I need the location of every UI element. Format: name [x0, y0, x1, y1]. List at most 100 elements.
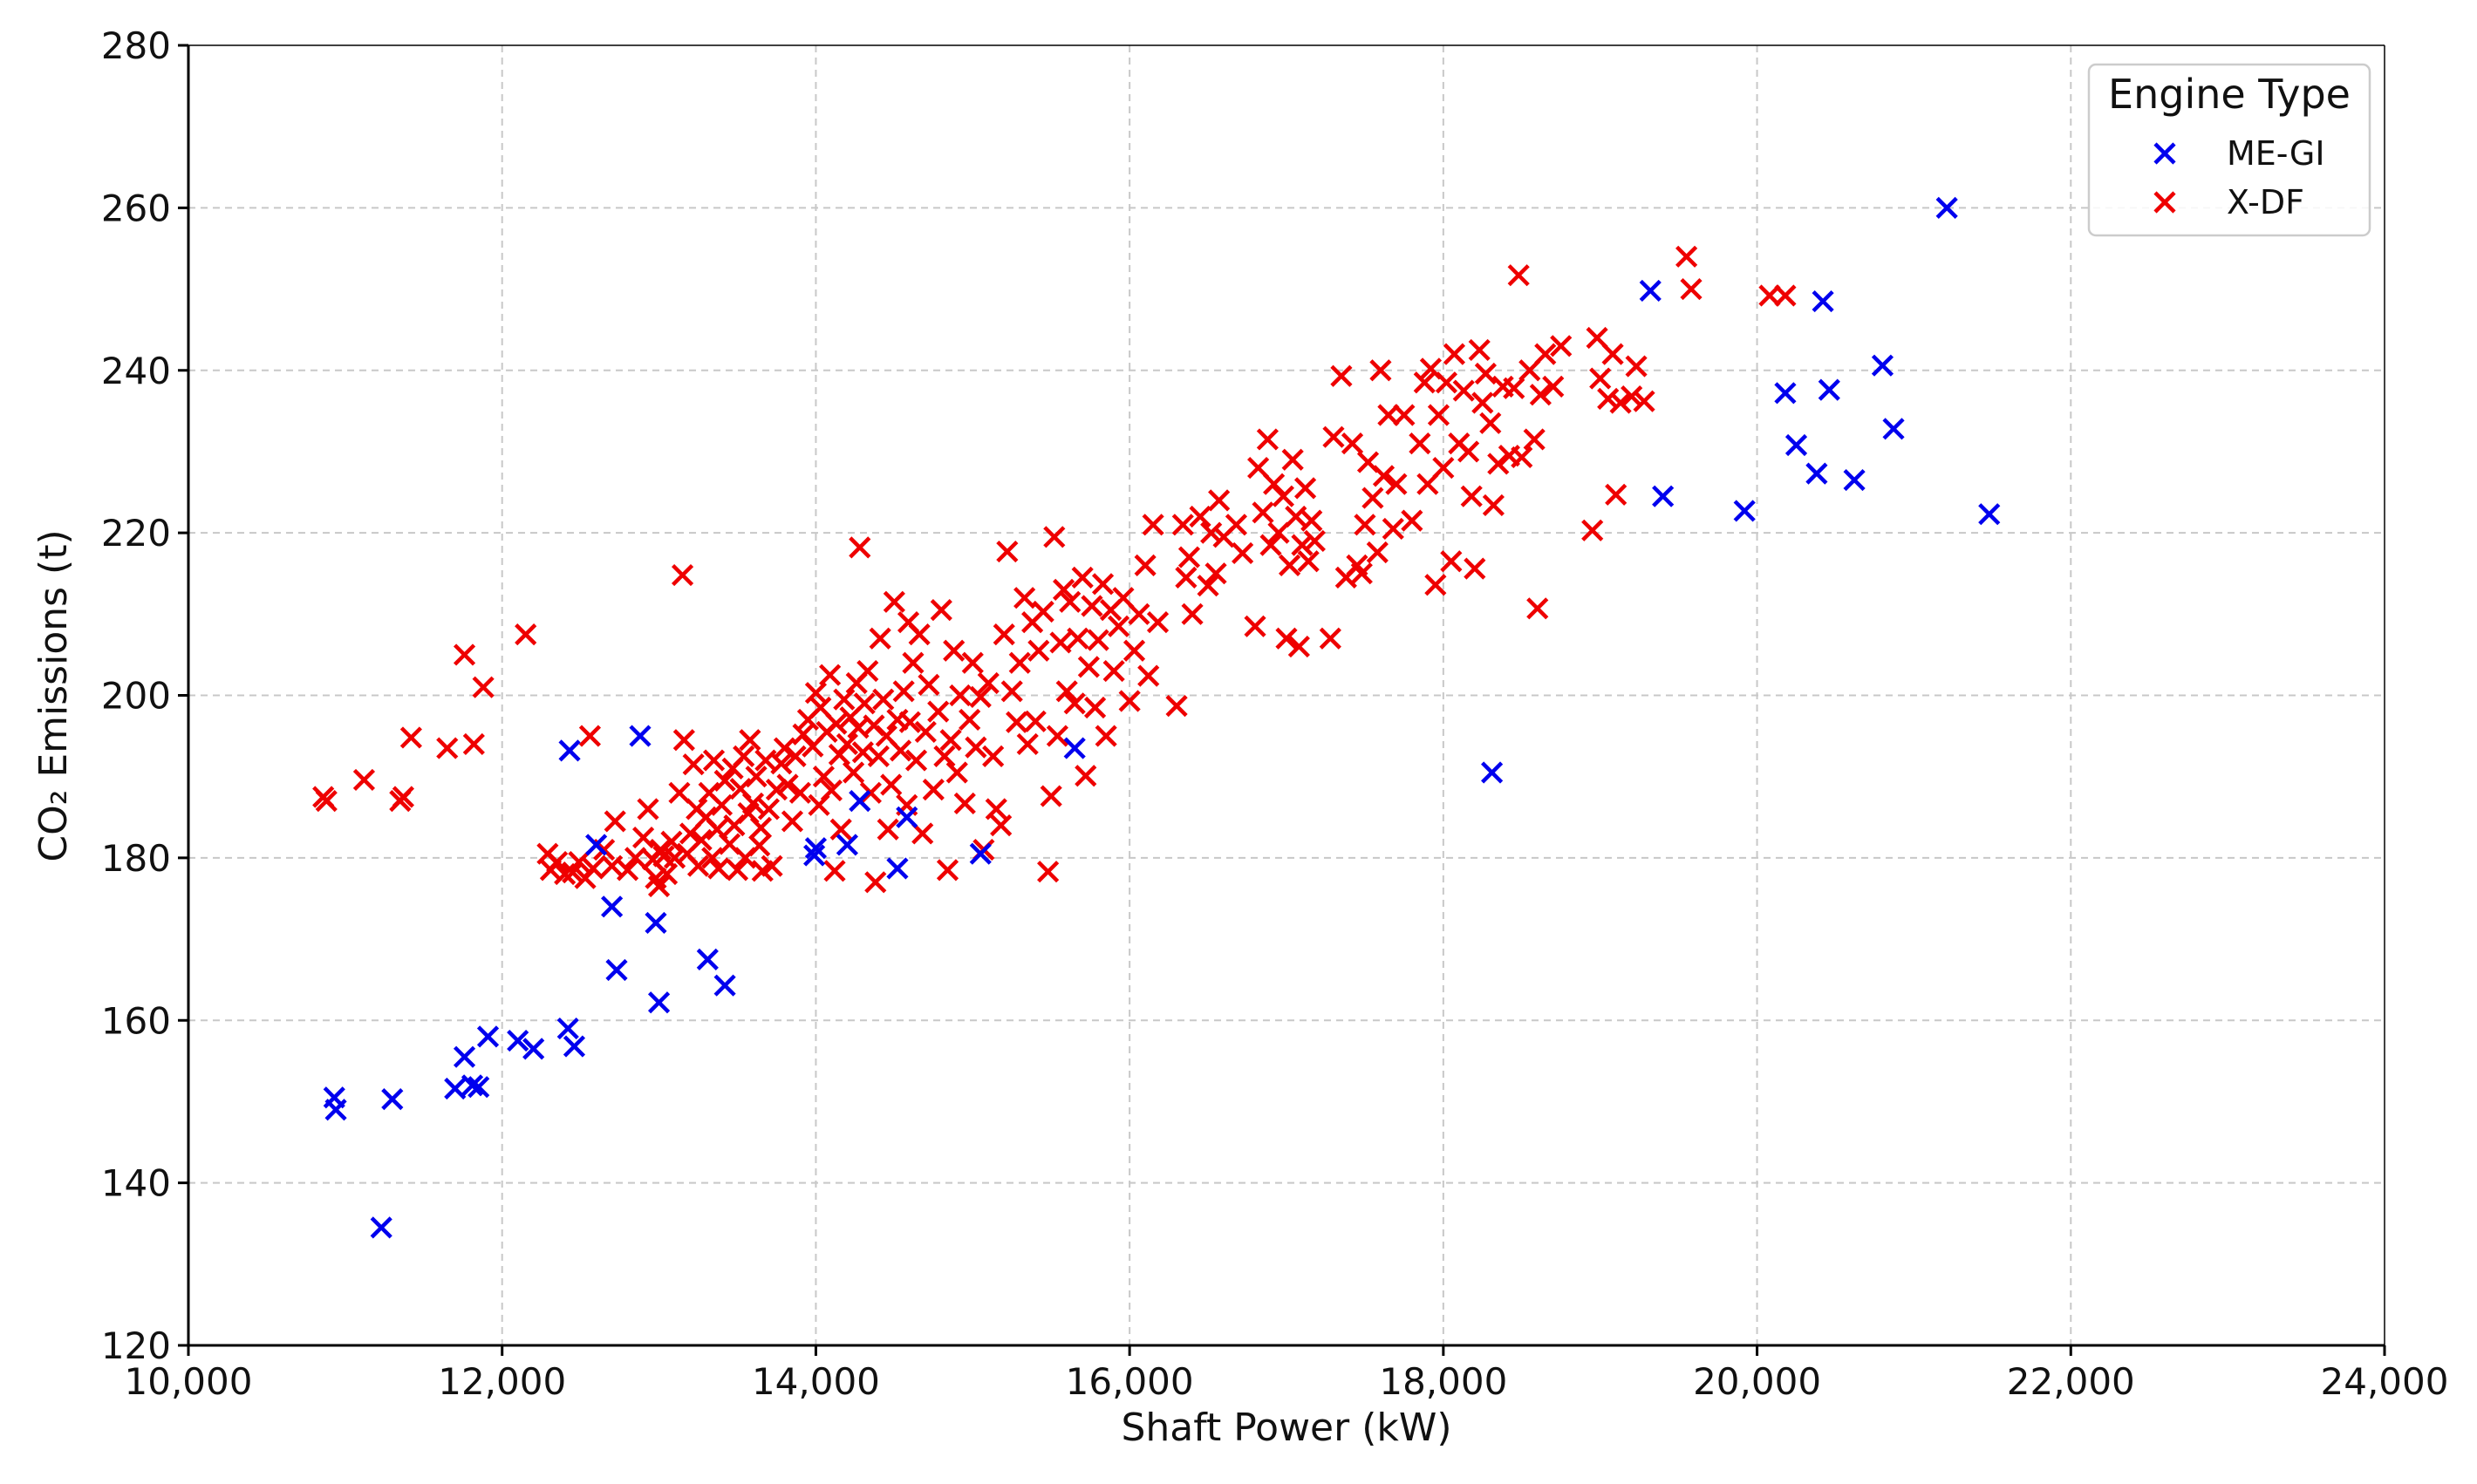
point-x-df [637, 798, 659, 820]
point-x-df [1361, 487, 1384, 509]
point-x-df [1189, 505, 1211, 528]
point-me-gi [1481, 761, 1504, 784]
x-tick-label: 22,000 [2007, 1360, 2135, 1403]
point-x-df [1589, 367, 1612, 390]
point-x-df [1081, 595, 1103, 617]
point-x-df [982, 745, 1005, 767]
point-x-df [739, 729, 761, 752]
point-me-gi [558, 739, 581, 762]
point-x-df [1208, 489, 1231, 512]
point-x-df [1464, 557, 1486, 580]
point-x-df [1063, 692, 1086, 715]
point-x-df [515, 623, 537, 646]
point-x-df [1279, 554, 1301, 576]
point-x-df [1244, 615, 1266, 637]
legend-entries: ME-GI X-DF [2153, 134, 2325, 221]
point-x-df [1146, 611, 1170, 634]
y-tick-label: 140 [101, 1162, 171, 1205]
point-x-df [949, 684, 972, 707]
point-x-df [1460, 485, 1483, 507]
point-x-df [1443, 343, 1466, 365]
point-x-df [352, 768, 376, 792]
point-x-df [1377, 404, 1400, 426]
point-x-df [668, 781, 691, 804]
point-x-df [1043, 526, 1066, 548]
legend-label-me-gi: ME-GI [2227, 134, 2325, 173]
point-x-df [829, 818, 852, 841]
point-x-df [1322, 425, 1345, 448]
point-x-df [867, 745, 890, 767]
point-x-df [1424, 574, 1447, 596]
point-me-gi [507, 1029, 529, 1052]
point-x-df [748, 834, 771, 857]
point-x-df [1137, 664, 1160, 687]
point-x-df [749, 816, 773, 839]
point-x-df [1000, 680, 1023, 703]
point-x-df [1281, 448, 1304, 471]
point-x-df [472, 676, 495, 698]
legend-label-x-df: X-DF [2227, 183, 2304, 221]
point-x-df [892, 680, 915, 703]
point-x-df [617, 859, 639, 882]
point-x-df [849, 536, 871, 559]
point-x-df [990, 814, 1013, 837]
point-x-df [1122, 639, 1146, 662]
grid-lines [188, 45, 2385, 1345]
point-x-df [993, 623, 1015, 646]
point-x-df [1625, 355, 1648, 378]
point-x-df [833, 688, 856, 711]
point-x-df [959, 708, 981, 732]
point-x-df [1440, 550, 1463, 573]
y-axis-label: CO₂ Emissions (t) [31, 529, 76, 861]
point-x-df [930, 599, 952, 622]
point-x-df [1468, 338, 1491, 362]
point-x-df [690, 828, 713, 851]
point-me-gi [556, 1017, 579, 1040]
x-tick-label: 18,000 [1379, 1360, 1507, 1403]
point-x-df [776, 773, 799, 796]
point-x-df [1177, 546, 1201, 568]
point-me-gi [476, 1025, 500, 1048]
point-x-df [1409, 432, 1431, 455]
point-x-df [1758, 284, 1781, 307]
point-x-df [918, 673, 940, 696]
point-x-df [825, 712, 848, 735]
point-me-gi [453, 1045, 476, 1068]
point-x-df [672, 729, 695, 752]
point-x-df [1542, 375, 1565, 398]
point-x-df [1350, 562, 1373, 585]
y-tick-label: 180 [101, 837, 171, 880]
point-me-gi [461, 1074, 484, 1097]
y-tick-label: 280 [101, 24, 171, 67]
point-x-df [953, 792, 976, 815]
point-x-df [761, 854, 783, 877]
point-x-df [1013, 587, 1036, 609]
point-x-df [655, 862, 679, 886]
legend-box [2087, 63, 2371, 237]
point-x-df [788, 781, 812, 804]
point-x-df [1083, 696, 1107, 719]
point-me-gi [1639, 279, 1662, 303]
y-tick-label: 120 [101, 1324, 171, 1367]
point-x-df [453, 643, 476, 666]
point-x-df [1621, 385, 1643, 408]
point-x-df [1366, 541, 1389, 564]
point-x-df [1165, 695, 1188, 718]
point-x-df [1200, 521, 1223, 544]
point-x-df [1633, 390, 1655, 412]
point-me-gi [585, 834, 608, 856]
point-x-df [823, 860, 846, 882]
legend-title: Engine Type [2108, 71, 2351, 118]
point-x-df [1128, 602, 1150, 625]
point-x-df [804, 682, 828, 705]
point-x-df [864, 871, 887, 894]
point-x-df [1372, 465, 1395, 487]
x-tick-label: 24,000 [2321, 1360, 2449, 1403]
point-me-gi [629, 725, 652, 747]
point-x-df [1181, 602, 1204, 625]
point-x-df [1225, 514, 1248, 536]
point-me-gi [1935, 196, 1958, 219]
point-x-df [392, 786, 414, 808]
point-x-df [562, 861, 584, 884]
point-me-gi [1882, 418, 1905, 440]
